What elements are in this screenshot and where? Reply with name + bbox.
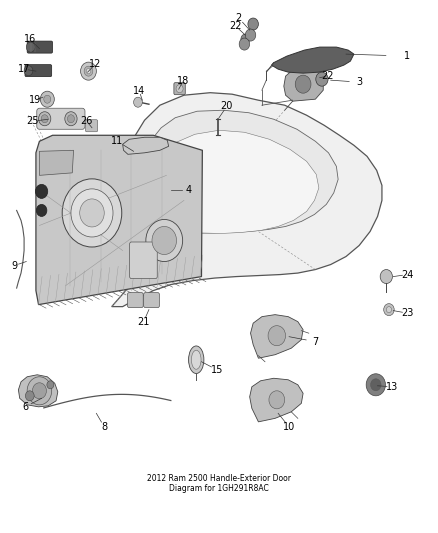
Text: 19: 19 bbox=[29, 95, 41, 105]
Text: 15: 15 bbox=[211, 365, 223, 375]
Text: 24: 24 bbox=[401, 270, 413, 280]
Circle shape bbox=[24, 66, 33, 76]
FancyBboxPatch shape bbox=[37, 108, 85, 130]
Circle shape bbox=[371, 379, 381, 391]
Circle shape bbox=[71, 189, 113, 237]
Circle shape bbox=[65, 112, 77, 126]
Text: 17: 17 bbox=[18, 64, 30, 74]
Circle shape bbox=[25, 391, 34, 401]
Polygon shape bbox=[250, 378, 303, 422]
Circle shape bbox=[269, 391, 285, 409]
Text: 14: 14 bbox=[133, 86, 145, 96]
Ellipse shape bbox=[188, 346, 204, 374]
Text: 20: 20 bbox=[221, 101, 233, 111]
Polygon shape bbox=[36, 135, 202, 305]
Polygon shape bbox=[145, 130, 319, 233]
Text: 1: 1 bbox=[404, 51, 410, 61]
Text: 11: 11 bbox=[111, 136, 124, 146]
Circle shape bbox=[80, 199, 104, 227]
Text: 3: 3 bbox=[356, 77, 362, 87]
Circle shape bbox=[27, 377, 52, 405]
Text: 22: 22 bbox=[230, 21, 242, 31]
Circle shape bbox=[84, 66, 93, 76]
Circle shape bbox=[32, 383, 46, 399]
FancyBboxPatch shape bbox=[27, 41, 53, 53]
Text: 10: 10 bbox=[283, 422, 295, 432]
Polygon shape bbox=[284, 66, 323, 101]
Polygon shape bbox=[272, 47, 354, 73]
FancyBboxPatch shape bbox=[174, 83, 185, 95]
Text: 21: 21 bbox=[138, 317, 150, 327]
Circle shape bbox=[386, 306, 392, 313]
Text: 16: 16 bbox=[24, 34, 36, 44]
Circle shape bbox=[268, 326, 286, 346]
Circle shape bbox=[384, 304, 394, 316]
Circle shape bbox=[39, 112, 51, 126]
Circle shape bbox=[366, 374, 385, 396]
Circle shape bbox=[41, 115, 48, 123]
Text: 13: 13 bbox=[386, 382, 398, 392]
Text: 26: 26 bbox=[81, 116, 93, 126]
Text: 2: 2 bbox=[236, 13, 242, 23]
Circle shape bbox=[35, 184, 48, 198]
Circle shape bbox=[152, 227, 177, 255]
FancyBboxPatch shape bbox=[25, 64, 52, 77]
Circle shape bbox=[146, 220, 183, 262]
Circle shape bbox=[62, 179, 122, 247]
Text: 12: 12 bbox=[89, 59, 102, 69]
Text: 18: 18 bbox=[177, 76, 189, 86]
Polygon shape bbox=[18, 375, 58, 407]
Circle shape bbox=[241, 34, 250, 44]
Circle shape bbox=[380, 270, 392, 284]
Polygon shape bbox=[112, 93, 382, 306]
FancyBboxPatch shape bbox=[127, 293, 143, 308]
Text: 9: 9 bbox=[11, 261, 18, 271]
Circle shape bbox=[44, 95, 51, 103]
Ellipse shape bbox=[191, 350, 201, 369]
Circle shape bbox=[40, 91, 54, 107]
Text: 2012 Ram 2500 Handle-Exterior Door
Diagram for 1GH291R8AC: 2012 Ram 2500 Handle-Exterior Door Diagr… bbox=[147, 474, 291, 493]
Text: 25: 25 bbox=[27, 116, 39, 126]
Text: 4: 4 bbox=[185, 185, 191, 196]
FancyBboxPatch shape bbox=[85, 120, 98, 132]
Text: 7: 7 bbox=[312, 337, 318, 346]
Circle shape bbox=[36, 205, 47, 216]
Circle shape bbox=[316, 72, 328, 86]
Circle shape bbox=[295, 75, 311, 93]
FancyBboxPatch shape bbox=[130, 242, 157, 279]
Circle shape bbox=[134, 97, 142, 107]
Circle shape bbox=[239, 38, 250, 50]
FancyBboxPatch shape bbox=[144, 293, 159, 308]
Text: 22: 22 bbox=[321, 71, 334, 81]
Circle shape bbox=[248, 18, 258, 30]
Circle shape bbox=[47, 381, 54, 389]
Polygon shape bbox=[123, 138, 169, 155]
Circle shape bbox=[81, 62, 96, 80]
Text: 6: 6 bbox=[22, 402, 28, 412]
Circle shape bbox=[26, 42, 35, 52]
Polygon shape bbox=[39, 150, 74, 175]
Circle shape bbox=[67, 115, 74, 123]
Circle shape bbox=[245, 29, 256, 41]
Text: 23: 23 bbox=[401, 308, 413, 318]
Text: 8: 8 bbox=[101, 422, 107, 432]
Polygon shape bbox=[135, 110, 338, 233]
Polygon shape bbox=[251, 314, 303, 358]
Circle shape bbox=[86, 69, 91, 74]
Circle shape bbox=[176, 85, 183, 93]
